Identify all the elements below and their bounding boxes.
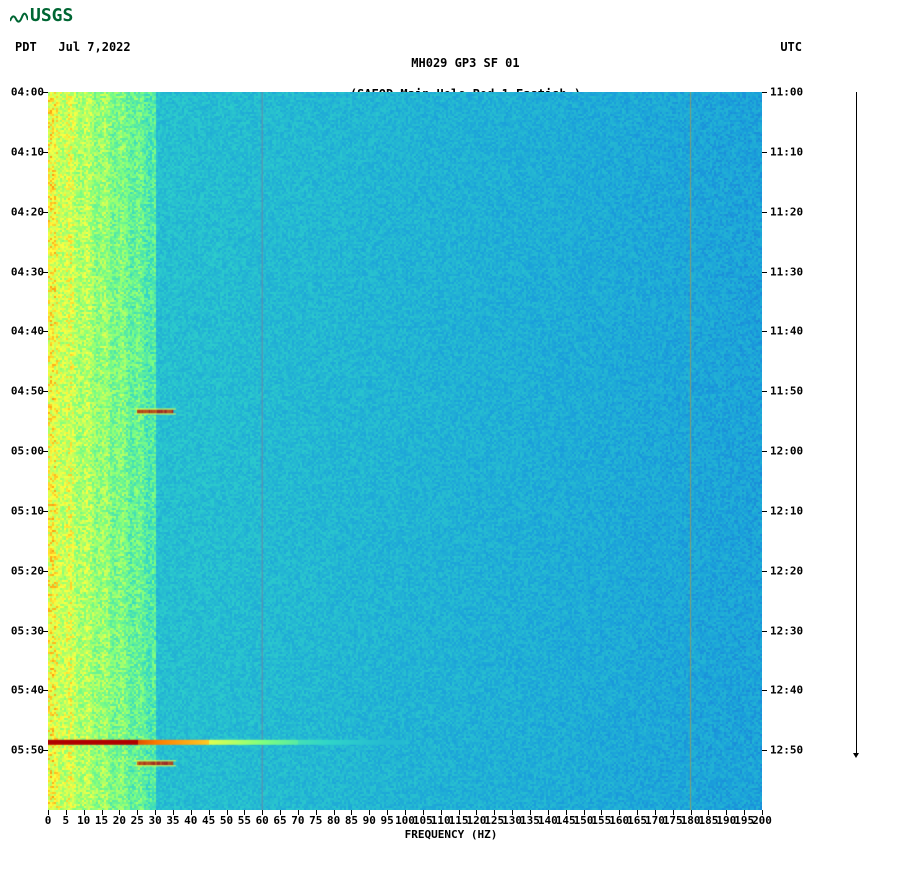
- y-right-tick: 12:20: [770, 564, 810, 577]
- logo-text: USGS: [30, 5, 73, 26]
- x-tick: 30: [148, 814, 161, 827]
- side-indicator-arrow: [853, 753, 859, 758]
- spectrogram-canvas: [48, 92, 762, 810]
- y-right-tick: 12:40: [770, 684, 810, 697]
- header-date: Jul 7,2022: [58, 40, 130, 54]
- x-axis-label: FREQUENCY (HZ): [405, 828, 498, 841]
- y-right-tick: 11:00: [770, 86, 810, 99]
- y-left-tick: 04:30: [4, 265, 44, 278]
- x-tick: 75: [309, 814, 322, 827]
- y-right-tick: 12:00: [770, 445, 810, 458]
- x-tick: 50: [220, 814, 233, 827]
- spectrogram-plot: [48, 92, 762, 810]
- y-right-tick: 12:50: [770, 744, 810, 757]
- x-tick: 15: [95, 814, 108, 827]
- x-tick: 70: [291, 814, 304, 827]
- y-right-tick: 11:10: [770, 145, 810, 158]
- y-right-tick: 11:30: [770, 265, 810, 278]
- y-left-tick: 04:10: [4, 145, 44, 158]
- x-tick: 0: [45, 814, 52, 827]
- y-left-tick: 04:20: [4, 205, 44, 218]
- x-tick: 85: [345, 814, 358, 827]
- y-left-tick: 04:40: [4, 325, 44, 338]
- y-left-tick: 05:10: [4, 504, 44, 517]
- y-right-tick: 11:50: [770, 385, 810, 398]
- x-tick: 45: [202, 814, 215, 827]
- x-tick: 95: [381, 814, 394, 827]
- y-right-tick: 12:30: [770, 624, 810, 637]
- x-tick: 200: [752, 814, 772, 827]
- x-tick: 65: [273, 814, 286, 827]
- x-tick: 20: [113, 814, 126, 827]
- x-tick: 90: [363, 814, 376, 827]
- y-left-tick: 05:50: [4, 744, 44, 757]
- y-left-tick: 04:00: [4, 86, 44, 99]
- x-tick: 5: [63, 814, 70, 827]
- x-tick: 55: [238, 814, 251, 827]
- y-right-tick: 12:10: [770, 504, 810, 517]
- x-tick: 60: [256, 814, 269, 827]
- y-left-tick: 04:50: [4, 385, 44, 398]
- usgs-logo: USGS: [10, 5, 73, 26]
- left-tz: PDT: [15, 40, 37, 54]
- header-right: UTC: [780, 40, 802, 54]
- wave-icon: [10, 9, 28, 23]
- title-line1: MH029 GP3 SF 01: [411, 56, 519, 70]
- y-right-tick: 11:40: [770, 325, 810, 338]
- header-left: PDT Jul 7,2022: [15, 40, 131, 54]
- x-tick: 40: [184, 814, 197, 827]
- x-tick: 35: [166, 814, 179, 827]
- x-tick: 25: [131, 814, 144, 827]
- x-tick: 10: [77, 814, 90, 827]
- y-left-tick: 05:30: [4, 624, 44, 637]
- right-tz: UTC: [780, 40, 802, 54]
- y-right-tick: 11:20: [770, 205, 810, 218]
- side-indicator: [856, 92, 857, 753]
- y-left-tick: 05:40: [4, 684, 44, 697]
- y-left-tick: 05:20: [4, 564, 44, 577]
- x-tick: 80: [327, 814, 340, 827]
- y-left-tick: 05:00: [4, 445, 44, 458]
